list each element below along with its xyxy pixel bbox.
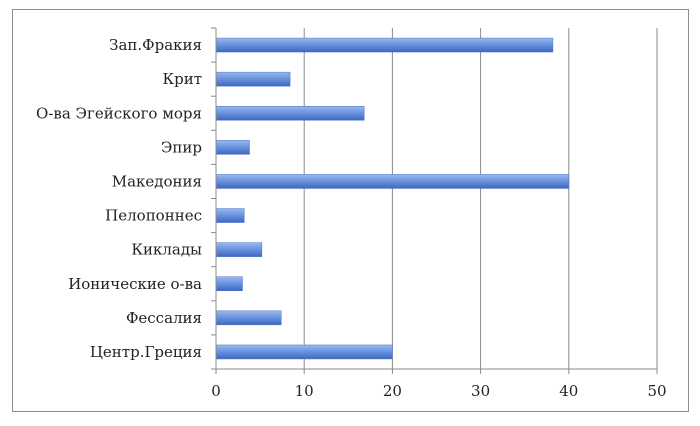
category-label: Пелопоннес [105, 207, 202, 225]
bar [215, 174, 570, 189]
bar [215, 310, 282, 326]
bar [215, 208, 245, 223]
category-label: Македония [112, 172, 202, 190]
bar [215, 106, 365, 121]
bar [215, 344, 393, 360]
category-label: Киклады [131, 241, 202, 259]
bar [215, 71, 291, 87]
x-tick-label: 50 [647, 382, 666, 400]
category-label: Центр.Греция [90, 343, 202, 361]
category-labels: Зап.Фракия Крит О-ва Эгейского моря Эпир Мак… [36, 36, 202, 361]
x-tick-label: 30 [471, 382, 490, 400]
category-label: Ионические о-ва [68, 275, 202, 293]
bar [215, 37, 554, 53]
bar [215, 140, 250, 155]
category-label: О-ва Эгейского моря [36, 104, 202, 122]
category-label: Фессалия [126, 309, 202, 327]
bars [215, 37, 570, 360]
x-tick-label: 0 [211, 382, 221, 400]
bar [215, 242, 263, 257]
x-tick-labels: 0 10 20 30 40 50 [211, 382, 666, 400]
x-tick-label: 40 [559, 382, 578, 400]
x-tick-label: 20 [383, 382, 402, 400]
category-label: Зап.Фракия [109, 36, 202, 54]
category-label: Крит [162, 70, 202, 88]
bar [215, 276, 243, 291]
x-tick-label: 10 [295, 382, 314, 400]
gridlines [211, 27, 658, 374]
category-label: Эпир [161, 138, 202, 156]
